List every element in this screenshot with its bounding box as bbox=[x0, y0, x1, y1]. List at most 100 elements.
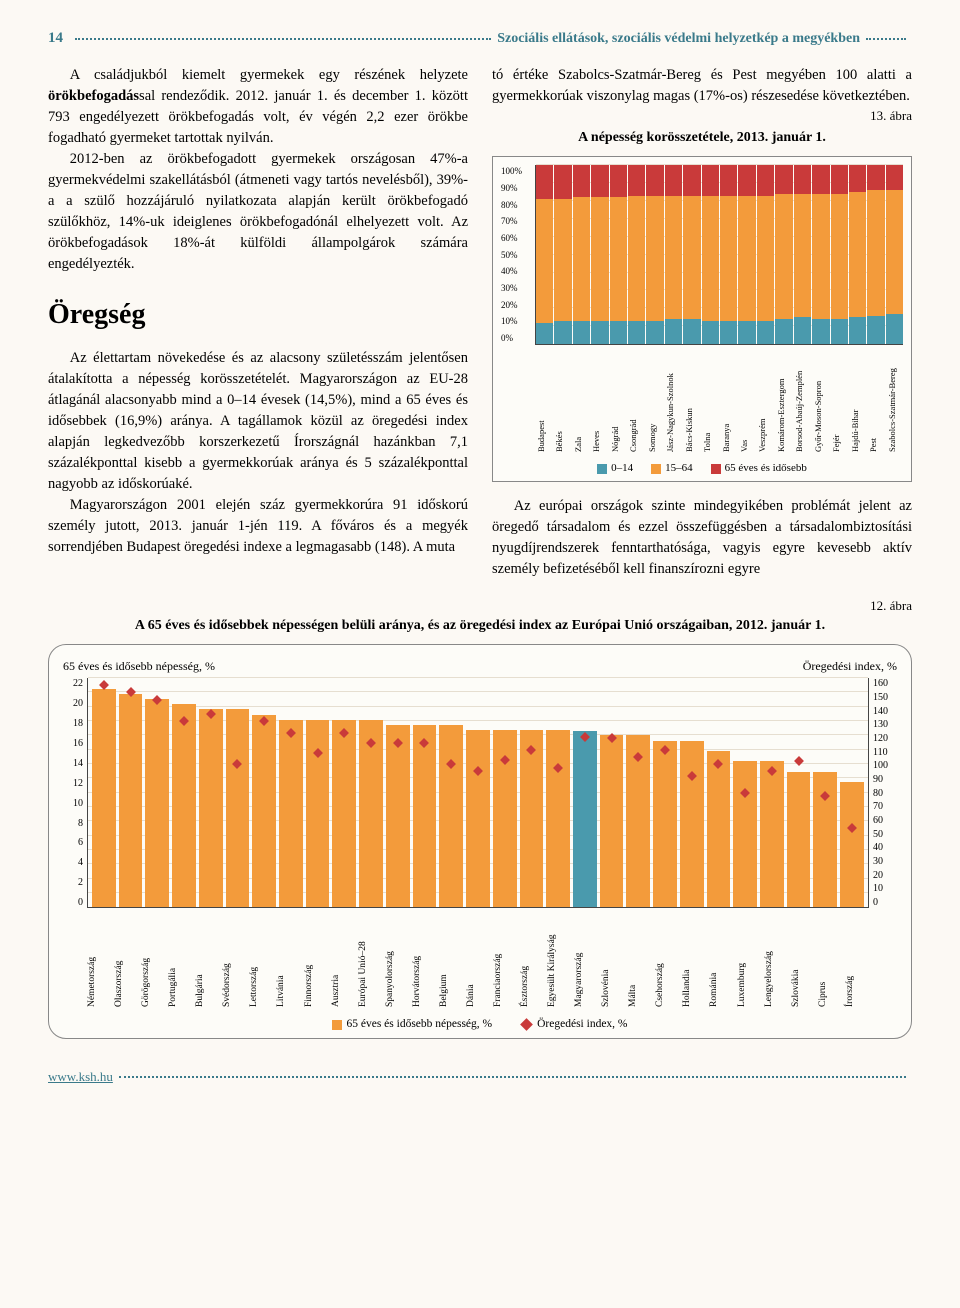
chart1-bar-column bbox=[536, 165, 553, 344]
legend-swatch-65 bbox=[711, 464, 721, 474]
chart1-seg-15-64 bbox=[665, 196, 682, 320]
chart2-plot bbox=[87, 678, 869, 908]
chart2-bar-column bbox=[226, 678, 250, 907]
paragraph-3: Az élettartam növekedése és az alacsony … bbox=[48, 348, 468, 495]
chart2-xlabel: Portugália bbox=[168, 910, 192, 1010]
chart1-xlabel: Vas bbox=[738, 345, 755, 455]
chart1-xlabel: Borsod-Abaúj-Zemplén bbox=[793, 345, 810, 455]
chart2-bar-column bbox=[359, 678, 383, 907]
chart2-xlabel: Ciprus bbox=[818, 910, 842, 1010]
chart2-bar-column bbox=[439, 678, 463, 907]
page-number: 14 bbox=[48, 30, 63, 47]
chart2-bar-column bbox=[279, 678, 303, 907]
chart2-xlabel: Németország bbox=[87, 910, 111, 1010]
chart2-xlabel: Dánia bbox=[466, 910, 490, 1010]
chart1-bar-column bbox=[683, 165, 700, 344]
legend-marker: Öregedési index, % bbox=[522, 1018, 627, 1030]
chart1-seg-0-14 bbox=[591, 321, 608, 344]
chart1-seg-0-14 bbox=[757, 321, 774, 344]
chart1-bar-column bbox=[812, 165, 829, 344]
chart1-legend: 0–14 15–64 65 éves és idősebb bbox=[501, 461, 903, 477]
footer-link[interactable]: www.ksh.hu bbox=[48, 1069, 113, 1085]
chart1-seg-15-64 bbox=[738, 196, 755, 321]
chart1-bar-column bbox=[794, 165, 811, 344]
legend-bar: 65 éves és idősebb népesség, % bbox=[332, 1018, 492, 1030]
chart1-xlabel: Veszprém bbox=[756, 345, 773, 455]
chart1-ytick: 90% bbox=[501, 182, 522, 195]
chart1-plot: 100%90%80%70%60%50%40%30%20%10%0% bbox=[501, 165, 903, 345]
chart2-bar bbox=[119, 694, 143, 907]
chart2-bar bbox=[279, 720, 303, 907]
chart2-bars bbox=[88, 678, 868, 907]
legend-label-bar: 65 éves és idősebb népesség, % bbox=[346, 1018, 492, 1030]
legend-label-15-64: 15–64 bbox=[665, 462, 693, 474]
chart2-xlabel: Szlovénia bbox=[601, 910, 625, 1010]
chart2-ytick-left: 6 bbox=[63, 837, 83, 848]
chart2-xlabel: Csehország bbox=[655, 910, 679, 1010]
legend-15-64: 15–64 bbox=[651, 461, 693, 477]
chart2-ytick-left: 14 bbox=[63, 758, 83, 769]
chart1-xlabel: Komárom-Esztergom bbox=[775, 345, 792, 455]
chart2-bar bbox=[145, 699, 169, 907]
chart2-ytick-right: 60 bbox=[873, 815, 897, 826]
chart2-xlabels: NémetországOlaszországGörögországPortugá… bbox=[63, 910, 897, 1010]
chart2-bar bbox=[359, 720, 383, 907]
right-column: tó értéke Szabolcs-Szatmár-Bereg és Pest… bbox=[492, 65, 912, 580]
paragraph-5: tó értéke Szabolcs-Szatmár-Bereg és Pest… bbox=[492, 65, 912, 107]
chart2-bar bbox=[760, 761, 784, 907]
chart2-ytick-right: 120 bbox=[873, 733, 897, 744]
chart2-xlabel: Egyesült Királyság bbox=[547, 910, 571, 1010]
chart1-seg-65 bbox=[646, 165, 663, 195]
chart2-axis-labels: 65 éves és idősebb népesség, % Öregedési… bbox=[63, 659, 897, 674]
chart2-xlabel: Magyarország bbox=[574, 910, 598, 1010]
chart1-seg-65 bbox=[628, 165, 645, 195]
chart1-xlabel: Jász-Nagykun-Szolnok bbox=[664, 345, 681, 455]
chart2-xlabel: Finnország bbox=[304, 910, 328, 1010]
chart1-seg-15-64 bbox=[646, 196, 663, 321]
chart2-xlabel: Belgium bbox=[439, 910, 463, 1010]
chart1-seg-65 bbox=[573, 165, 590, 197]
chart1-xlabel: Győr-Moson-Sopron bbox=[812, 345, 829, 455]
chart1-ytick: 30% bbox=[501, 282, 522, 295]
chart2-bar-column bbox=[840, 678, 864, 907]
chart1-seg-65 bbox=[554, 165, 571, 199]
chart2-bar-column bbox=[332, 678, 356, 907]
chart1-bar-column bbox=[628, 165, 645, 344]
chart2-bar-column bbox=[252, 678, 276, 907]
chart2-bar-column bbox=[520, 678, 544, 907]
chart2-xlabel: Luxemburg bbox=[737, 910, 761, 1010]
chart2-bar bbox=[92, 689, 116, 908]
chart1-seg-15-64 bbox=[554, 199, 571, 321]
chart1-seg-65 bbox=[794, 165, 811, 194]
legend-label-65: 65 éves és idősebb bbox=[725, 462, 807, 474]
left-column: A családjukból kiemelt gyermekek egy rés… bbox=[48, 65, 468, 580]
chart1-xlabel: Hajdú-Bihar bbox=[849, 345, 866, 455]
section-heading: Öregség bbox=[48, 295, 468, 336]
chart1-bar-column bbox=[886, 165, 903, 344]
p1-bold: örökbefogadás bbox=[48, 88, 139, 104]
chart2-ytick-right: 70 bbox=[873, 801, 897, 812]
chart1-seg-65 bbox=[812, 165, 829, 194]
chart1-seg-0-14 bbox=[831, 319, 848, 344]
chart1-xlabel: Szabolcs-Szatmár-Bereg bbox=[886, 345, 903, 455]
chart1-ytick: 80% bbox=[501, 199, 522, 212]
chart1-ytick: 0% bbox=[501, 332, 522, 345]
chart1-seg-15-64 bbox=[720, 196, 737, 321]
chart2-ytick-left: 10 bbox=[63, 798, 83, 809]
chart1-bar-column bbox=[831, 165, 848, 344]
chart2-bar bbox=[707, 751, 731, 907]
chart2-xlabel: Hollandia bbox=[682, 910, 706, 1010]
chart2-yaxis-right: 1601501401301201101009080706050403020100 bbox=[869, 678, 897, 908]
chart2-xlabel: Észtország bbox=[520, 910, 544, 1010]
chart1-xlabel: Baranya bbox=[720, 345, 737, 455]
chart2-bar-column bbox=[199, 678, 223, 907]
chart1-seg-15-64 bbox=[775, 194, 792, 319]
chart2-bar-column bbox=[386, 678, 410, 907]
chart2-bar-column bbox=[707, 678, 731, 907]
chart1-seg-15-64 bbox=[812, 194, 829, 319]
chart1-seg-65 bbox=[702, 165, 719, 195]
chart2-ytick-right: 50 bbox=[873, 829, 897, 840]
chart1-seg-15-64 bbox=[702, 196, 719, 321]
chart2-xlabel: Ausztria bbox=[331, 910, 355, 1010]
chart2-bar-column bbox=[760, 678, 784, 907]
